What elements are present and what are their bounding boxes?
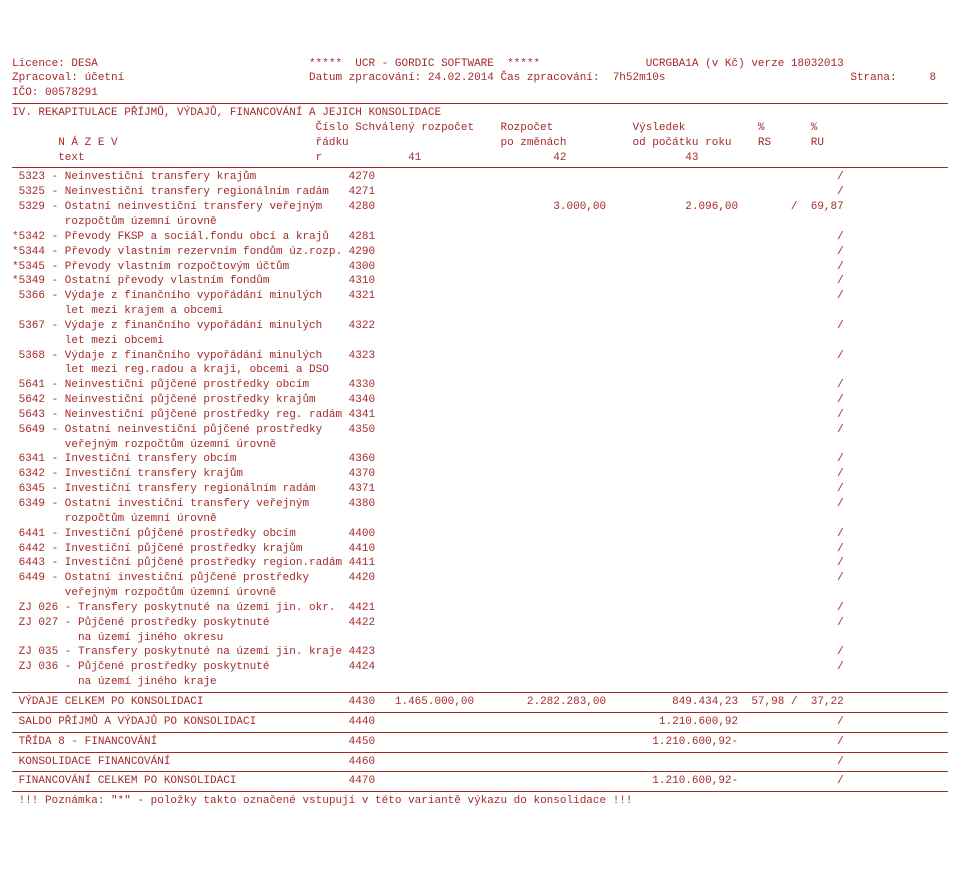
report-line: 6443 - Investiční půjčené prostředky reg… [12, 556, 948, 571]
report-line: 5649 - Ostatní neinvestiční půjčené pros… [12, 423, 948, 438]
report-line: IČO: 00578291 [12, 86, 948, 101]
report-line: 6345 - Investiční transfery regionálním … [12, 482, 948, 497]
report-body: Licence: DESA ***** UCR - GORDIC SOFTWAR… [12, 57, 948, 810]
report-line: na území jiného kraje [12, 675, 948, 690]
report-line: *5342 - Převody FKSP a sociál.fondu obcí… [12, 230, 948, 245]
report-line: 5329 - Ostatní neinvestiční transfery ve… [12, 200, 948, 215]
separator-line [12, 167, 948, 168]
report-line: rozpočtům územní úrovně [12, 512, 948, 527]
report-line: 6341 - Investiční transfery obcím 4360 / [12, 452, 948, 467]
report-line: let mezi krajem a obcemi [12, 304, 948, 319]
separator-line [12, 791, 948, 792]
report-line: ZJ 036 - Půjčené prostředky poskytnuté 4… [12, 660, 948, 675]
report-line: *5349 - Ostatní převody vlastním fondům … [12, 274, 948, 289]
separator-line [12, 732, 948, 733]
report-line: veřejným rozpočtům územní úrovně [12, 438, 948, 453]
separator-line [12, 103, 948, 104]
report-line: let mezi reg.radou a kraji, obcemi a DSO [12, 363, 948, 378]
report-line: 5643 - Neinvestiční půjčené prostředky r… [12, 408, 948, 423]
report-line: 5642 - Neinvestiční půjčené prostředky k… [12, 393, 948, 408]
report-line: rozpočtům územní úrovně [12, 215, 948, 230]
report-line: 6449 - Ostatní investiční půjčené prostř… [12, 571, 948, 586]
report-line: !!! Poznámka: "*" - položky takto označe… [12, 794, 948, 809]
report-line: KONSOLIDACE FINANCOVÁNÍ 4460 / [12, 755, 948, 770]
report-line: let mezi obcemi [12, 334, 948, 349]
report-line: Zpracoval: účetní Datum zpracování: 24.0… [12, 71, 948, 86]
separator-line [12, 752, 948, 753]
report-line: ZJ 035 - Transfery poskytnuté na území j… [12, 645, 948, 660]
report-line: veřejným rozpočtům územní úrovně [12, 586, 948, 601]
report-line: 5641 - Neinvestiční půjčené prostředky o… [12, 378, 948, 393]
report-line: IV. REKAPITULACE PŘÍJMŮ, VÝDAJŮ, FINANCO… [12, 106, 948, 121]
report-line: 6349 - Ostatní investiční transfery veře… [12, 497, 948, 512]
report-line: 6441 - Investiční půjčené prostředky obc… [12, 527, 948, 542]
report-line: 5323 - Neinvestiční transfery krajům 427… [12, 170, 948, 185]
report-line: 5368 - Výdaje z finančního vypořádání mi… [12, 349, 948, 364]
report-line: 6442 - Investiční půjčené prostředky kra… [12, 542, 948, 557]
report-line: Číslo Schválený rozpočet Rozpočet Výsled… [12, 121, 948, 136]
report-line: 5366 - Výdaje z finančního vypořádání mi… [12, 289, 948, 304]
report-line: 5367 - Výdaje z finančního vypořádání mi… [12, 319, 948, 334]
report-line: text r 41 42 43 [12, 151, 948, 166]
report-line: FINANCOVÁNÍ CELKEM PO KONSOLIDACI 4470 1… [12, 774, 948, 789]
report-line: 5325 - Neinvestiční transfery regionální… [12, 185, 948, 200]
separator-line [12, 771, 948, 772]
separator-line [12, 712, 948, 713]
report-line: ZJ 027 - Půjčené prostředky poskytnuté 4… [12, 616, 948, 631]
report-line: *5345 - Převody vlastním rozpočtovým účt… [12, 260, 948, 275]
report-line: Licence: DESA ***** UCR - GORDIC SOFTWAR… [12, 57, 948, 72]
report-line: SALDO PŘÍJMŮ A VÝDAJŮ PO KONSOLIDACI 444… [12, 715, 948, 730]
report-line: VÝDAJE CELKEM PO KONSOLIDACI 4430 1.465.… [12, 695, 948, 710]
separator-line [12, 692, 948, 693]
report-line: *5344 - Převody vlastním rezervním fondů… [12, 245, 948, 260]
report-line: na území jiného okresu [12, 631, 948, 646]
report-line: TŘÍDA 8 - FINANCOVÁNÍ 4450 1.210.600,92-… [12, 735, 948, 750]
report-line: N Á Z E V řádku po změnách od počátku ro… [12, 136, 948, 151]
report-line: ZJ 026 - Transfery poskytnuté na území j… [12, 601, 948, 616]
report-line: 6342 - Investiční transfery krajům 4370 … [12, 467, 948, 482]
